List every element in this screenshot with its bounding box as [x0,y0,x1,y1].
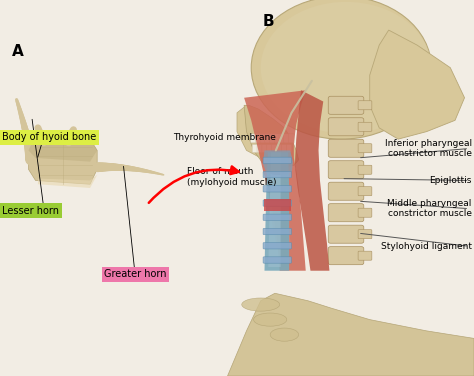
FancyBboxPatch shape [328,139,364,157]
Text: Stylohyoid ligament: Stylohyoid ligament [381,242,472,251]
FancyBboxPatch shape [358,208,372,217]
FancyBboxPatch shape [358,101,372,110]
Polygon shape [268,152,281,267]
FancyBboxPatch shape [283,134,290,143]
Polygon shape [244,90,306,271]
Text: Thyrohyoid membrane: Thyrohyoid membrane [173,133,276,142]
FancyBboxPatch shape [358,230,372,239]
FancyBboxPatch shape [263,228,292,235]
FancyBboxPatch shape [328,247,364,265]
Text: B: B [263,14,275,29]
FancyBboxPatch shape [260,134,266,143]
FancyBboxPatch shape [328,204,364,222]
Polygon shape [28,135,97,162]
FancyBboxPatch shape [269,134,275,143]
Polygon shape [264,199,291,211]
Ellipse shape [242,298,280,311]
Polygon shape [254,137,293,141]
Text: Lesser horn: Lesser horn [2,206,59,215]
FancyBboxPatch shape [328,96,364,114]
FancyBboxPatch shape [272,144,277,153]
FancyBboxPatch shape [286,144,292,153]
FancyBboxPatch shape [252,144,257,153]
FancyBboxPatch shape [263,257,292,263]
Text: A: A [12,44,24,59]
FancyBboxPatch shape [358,251,372,260]
FancyBboxPatch shape [263,157,292,164]
Ellipse shape [270,328,299,341]
FancyBboxPatch shape [251,134,256,143]
Ellipse shape [254,313,287,326]
Polygon shape [237,105,284,158]
Polygon shape [228,293,474,376]
Text: Greater horn: Greater horn [104,270,167,279]
Polygon shape [244,105,299,167]
Polygon shape [268,150,292,248]
FancyBboxPatch shape [274,134,280,143]
FancyBboxPatch shape [263,186,292,192]
Ellipse shape [251,0,431,139]
FancyBboxPatch shape [358,187,372,196]
FancyBboxPatch shape [263,214,292,220]
FancyBboxPatch shape [328,182,364,200]
FancyBboxPatch shape [257,144,263,153]
FancyBboxPatch shape [263,243,292,249]
FancyBboxPatch shape [255,134,261,143]
FancyBboxPatch shape [262,144,267,153]
FancyBboxPatch shape [288,134,294,143]
FancyBboxPatch shape [282,144,287,153]
Text: Middle pharyngeal
constrictor muscle: Middle pharyngeal constrictor muscle [387,199,472,218]
Polygon shape [263,150,293,175]
Ellipse shape [261,2,431,133]
Text: Body of hyoid bone: Body of hyoid bone [2,132,97,142]
FancyBboxPatch shape [328,118,364,136]
Text: Floor of mouth
(mylohyoid muscle): Floor of mouth (mylohyoid muscle) [187,167,277,187]
Polygon shape [38,175,97,188]
FancyBboxPatch shape [358,122,372,131]
FancyBboxPatch shape [358,165,372,174]
Text: Epiglottis: Epiglottis [429,176,472,185]
FancyBboxPatch shape [358,144,372,153]
FancyBboxPatch shape [263,200,292,206]
FancyBboxPatch shape [276,144,282,153]
FancyBboxPatch shape [328,225,364,243]
Polygon shape [28,135,97,184]
FancyBboxPatch shape [279,134,285,143]
FancyBboxPatch shape [264,134,271,143]
Polygon shape [295,90,329,271]
Polygon shape [370,30,465,139]
Polygon shape [264,152,289,271]
FancyBboxPatch shape [328,161,364,179]
FancyBboxPatch shape [263,171,292,178]
Text: Inferior pharyngeal
constrictor muscle: Inferior pharyngeal constrictor muscle [384,139,472,158]
FancyBboxPatch shape [267,144,272,153]
